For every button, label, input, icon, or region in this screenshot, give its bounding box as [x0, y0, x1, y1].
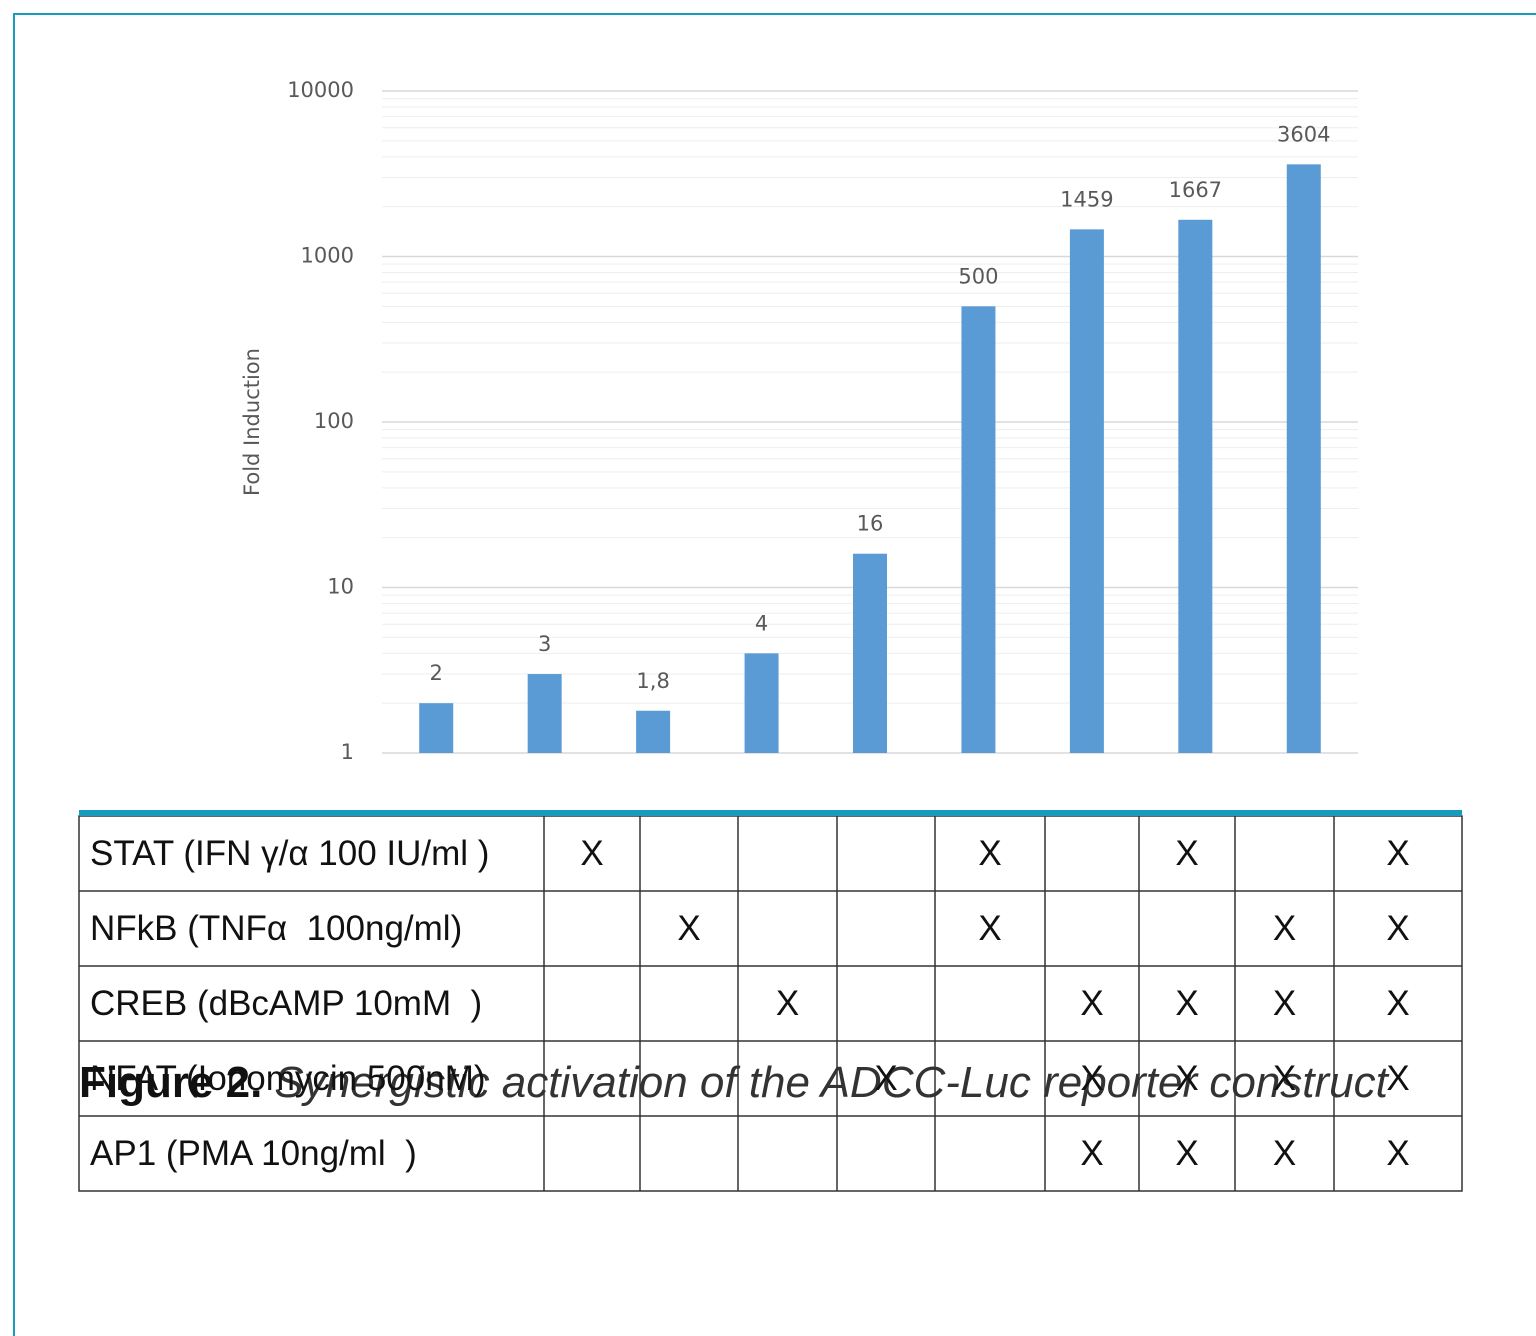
value-label: 4: [755, 611, 768, 635]
cell-mark: X: [776, 984, 799, 1023]
bar: [1069, 229, 1104, 753]
cell-mark: X: [978, 909, 1001, 948]
bar: [1286, 164, 1321, 753]
row-label: NFkB (TNFα 100ng/ml): [90, 909, 462, 948]
cell-mark: X: [874, 1059, 897, 1098]
cell-mark: X: [1273, 984, 1296, 1023]
caption: Figure 2. Synergistic activation of the A…: [79, 1058, 1390, 1107]
cell-mark: X: [1273, 909, 1296, 948]
value-label: 1459: [1060, 187, 1113, 211]
cell-mark: X: [1273, 1134, 1296, 1173]
row-label: NFAT (Ionomycin 500nM): [90, 1059, 486, 1098]
row-label: CREB (dBcAMP 10mM ): [90, 984, 482, 1023]
cell-mark: X: [1080, 1134, 1103, 1173]
bar: [1178, 219, 1213, 753]
bar: [744, 653, 779, 753]
row-label: STAT (IFN γ/α 100 IU/ml ): [90, 834, 489, 873]
value-label: 1667: [1169, 178, 1222, 202]
value-label: 16: [857, 512, 884, 536]
cell-mark: X: [1175, 984, 1198, 1023]
y-tick-label: 10: [327, 575, 354, 599]
cell-mark: X: [1386, 1059, 1409, 1098]
value-label: 2: [430, 661, 443, 685]
cell-mark: X: [1386, 834, 1409, 873]
value-label: 3604: [1277, 122, 1330, 146]
cell-mark: X: [1175, 834, 1198, 873]
caption-label: Figure 2.: [79, 1058, 262, 1107]
cell-mark: X: [1175, 1134, 1198, 1173]
value-label: 1,8: [636, 669, 669, 693]
cell-mark: X: [1386, 1134, 1409, 1173]
bar: [853, 553, 887, 753]
cell-mark: X: [1175, 1059, 1198, 1098]
cell-mark: X: [978, 834, 1001, 873]
cell-mark: X: [1386, 984, 1409, 1023]
bar: [636, 710, 671, 753]
y-axis-label: Fold Induction: [240, 348, 264, 496]
y-tick-label: 1: [341, 740, 354, 764]
value-label: 3: [538, 632, 551, 656]
y-tick-label: 1000: [301, 244, 354, 268]
y-tick-label: 10000: [287, 78, 354, 102]
row-label: AP1 (PMA 10ng/ml ): [90, 1134, 417, 1173]
y-tick-label: 100: [314, 409, 354, 433]
value-label: 500: [958, 264, 998, 288]
bar: [961, 306, 996, 753]
cell-mark: X: [1386, 909, 1409, 948]
cell-mark: X: [1080, 1059, 1103, 1098]
caption-text: Synergistic activation of the ADCC-Luc r…: [274, 1058, 1389, 1107]
cell-mark: X: [1273, 1059, 1296, 1098]
bar: [527, 674, 562, 753]
bar: [419, 703, 454, 753]
cell-mark: X: [580, 834, 603, 873]
cell-mark: X: [677, 909, 700, 948]
frame: [13, 13, 1536, 1336]
cell-mark: X: [1080, 984, 1103, 1023]
